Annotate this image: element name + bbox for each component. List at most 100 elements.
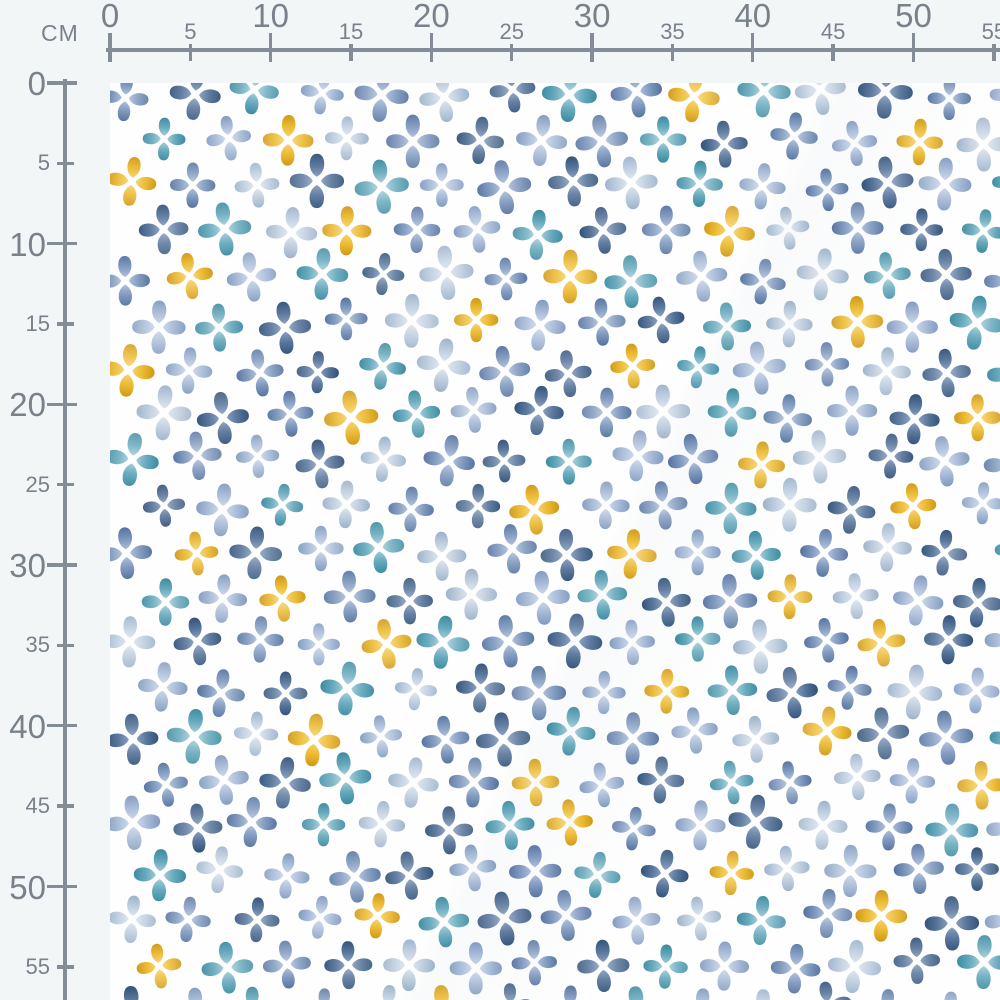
pattern-cross-teal (707, 665, 758, 715)
pattern-cross-yellow-gold (546, 799, 593, 846)
pattern-cross-steel-blue (578, 298, 626, 346)
pattern-cross-steel-blue (893, 843, 944, 894)
pattern-cross-dark-slate (455, 483, 501, 529)
pattern-cross-steel-blue (262, 940, 311, 989)
pattern-cross-light-periwinkle (419, 163, 464, 207)
pattern-cross-steel-blue (173, 431, 222, 480)
pattern-cross-teal (639, 116, 687, 163)
pattern-cross-steel-blue (511, 665, 567, 721)
pattern-cross-pale-blue (796, 248, 849, 301)
pattern-cross-yellow-gold (668, 83, 720, 123)
pattern-cross-teal (142, 117, 186, 161)
pattern-cross-dark-slate (503, 983, 534, 1000)
pattern-cross-light-periwinkle (984, 633, 1000, 648)
pattern-cross-steel-blue (267, 390, 314, 437)
pattern-cross-teal (201, 941, 254, 994)
pattern-cross-light-periwinkle (824, 844, 877, 898)
pattern-cross-dark-slate (955, 847, 999, 892)
pattern-cross-dark-slate (700, 120, 748, 168)
ruler-left-tick-label: 5 (37, 150, 50, 176)
pattern-cross-pale-blue (798, 800, 848, 850)
pattern-cross-dark-slate (263, 671, 308, 716)
pattern-cross-light-periwinkle (893, 575, 944, 626)
pattern-cross-light-periwinkle (674, 529, 721, 576)
pattern-cross-yellow-gold (174, 531, 219, 576)
pattern-cross-dark-slate (295, 439, 345, 489)
pattern-cross-teal (628, 986, 644, 1000)
pattern-cross-pale-blue (388, 757, 439, 808)
pattern-cross-pale-blue (322, 480, 370, 529)
pattern-cross-steel-blue (423, 435, 475, 487)
pattern-cross-dark-slate (920, 248, 972, 301)
pattern-cross-yellow-gold (890, 483, 937, 530)
pattern-cross-dark-slate (386, 577, 433, 625)
ruler-left-tick-label: 0 (27, 65, 46, 102)
pattern-cross-teal (301, 803, 346, 847)
pattern-cross-steel-blue (805, 168, 849, 212)
pattern-cross-teal (320, 661, 375, 716)
pattern-cross-light-periwinkle (449, 844, 497, 892)
pattern-cross-dark-slate (234, 897, 280, 943)
pattern-cross-teal (198, 202, 252, 256)
pattern-cross-light-periwinkle (675, 800, 726, 851)
pattern-cross-steel-blue (421, 715, 470, 764)
pattern-cross-dark-slate (540, 528, 593, 582)
ruler-top-tick (188, 44, 193, 61)
pattern-cross-steel-blue (110, 527, 153, 580)
pattern-cross-teal (962, 209, 1000, 253)
ruler-left-tick (47, 724, 77, 728)
pattern-cross-dark-slate (289, 153, 345, 209)
pattern-cross-dark-slate (637, 296, 685, 344)
pattern-cross-teal (577, 570, 628, 620)
pattern-cross-steel-blue (984, 274, 1000, 288)
pattern-cross-light-periwinkle (110, 795, 161, 850)
pattern-cross-yellow-gold (802, 706, 852, 756)
ruler-left-tick (57, 483, 74, 487)
pattern-cross-steel-blue (484, 257, 528, 301)
pattern-cross-pale-blue (196, 846, 244, 894)
pattern-cross-teal (643, 944, 688, 989)
pattern-cross-dark-slate (893, 937, 941, 984)
pattern-cross-light-periwinkle (206, 115, 251, 161)
pattern-cross-dark-slate (196, 391, 249, 445)
pattern-cross-yellow-gold (610, 343, 656, 389)
pattern-cross-dark-slate (953, 577, 1000, 628)
pattern-cross-teal (133, 849, 187, 902)
pattern-cross-teal (957, 935, 1000, 990)
pattern-cross-light-periwinkle (514, 299, 566, 351)
pattern-cross-light-periwinkle (676, 250, 728, 302)
pattern-cross-light-periwinkle (944, 991, 957, 1000)
pattern-cross-dark-slate (296, 351, 339, 394)
pattern-cross-steel-blue (763, 394, 812, 443)
ruler-left-tick (57, 643, 74, 648)
pattern-cross-teal (359, 342, 406, 390)
pattern-cross-steel-blue (927, 83, 971, 121)
pattern-cross-light-periwinkle (297, 623, 340, 666)
pattern-cross-yellow-gold (957, 761, 1000, 810)
pattern-cross-steel-blue (639, 481, 688, 530)
pattern-cross-steel-blue (509, 845, 562, 898)
pattern-cross-light-periwinkle (138, 662, 188, 712)
pattern-cross-steel-blue (581, 387, 632, 438)
pattern-cross-steel-blue (606, 712, 660, 765)
pattern-cross-pale-blue (792, 430, 847, 484)
pattern-cross-pale-blue (676, 896, 722, 941)
pattern-cross-yellow-gold (110, 157, 157, 206)
pattern-cross-light-periwinkle (696, 988, 710, 1000)
pattern-cross-steel-blue (575, 114, 628, 168)
pattern-cross-light-periwinkle (579, 762, 625, 808)
ruler-left-tick (57, 161, 74, 166)
pattern-cross-steel-blue (667, 433, 719, 485)
pattern-cross-pale-blue (636, 384, 691, 439)
pattern-cross-dark-slate (858, 83, 913, 119)
pattern-cross-light-periwinkle (953, 667, 1000, 714)
pattern-cross-dark-slate (385, 851, 434, 900)
pattern-cross-light-periwinkle (226, 252, 277, 302)
pattern-cross-pale-blue (110, 895, 156, 943)
pattern-cross-steel-blue (770, 943, 821, 994)
pattern-cross-steel-blue (448, 757, 499, 808)
pattern-cross-yellow-gold (354, 893, 400, 939)
pattern-cross-teal (731, 530, 781, 580)
pattern-cross-teal (737, 83, 791, 118)
